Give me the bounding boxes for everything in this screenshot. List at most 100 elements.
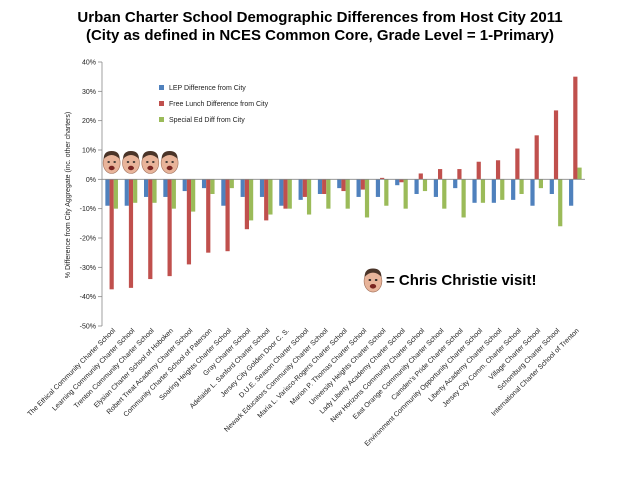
bar-special-ed — [287, 179, 292, 209]
chart-title: Urban Charter School Demographic Differe… — [77, 9, 563, 26]
y-axis-ticks: 40% 30% 20% 10% 0% -10% -20% -30% -40% -50% — [80, 60, 102, 331]
christie-face-icon — [363, 268, 383, 293]
bar-special-ed — [519, 179, 524, 194]
bar-special-ed — [422, 179, 428, 192]
bar-free-lunch — [302, 179, 307, 197]
bar-free-lunch — [128, 179, 134, 288]
bar-lep — [549, 179, 554, 194]
bar-lep — [163, 179, 168, 197]
bar-free-lunch — [206, 179, 211, 253]
bar-lep — [511, 179, 516, 200]
bar-lep — [530, 179, 535, 206]
bar-lep — [395, 179, 400, 186]
bar-free-lunch — [399, 179, 404, 183]
bar-free-lunch — [167, 179, 172, 277]
bar-special-ed — [249, 179, 254, 221]
chart-subtitle: (City as defined in NCES Common Core, Gr… — [85, 27, 555, 44]
bar-lep — [356, 179, 361, 197]
bar-special-ed — [191, 179, 196, 212]
y-tick-label: 20% — [82, 118, 96, 125]
legend: LEP Difference from City Free Lunch Diffe… — [159, 85, 269, 124]
bar-special-ed — [461, 179, 466, 218]
bar-special-ed — [345, 179, 350, 209]
y-tick-label: -30% — [80, 265, 96, 272]
bar-lep — [472, 179, 477, 203]
annotation-text: = Chris Christie visit! — [386, 272, 536, 289]
bar-free-lunch — [476, 161, 481, 180]
y-axis-label: % Difference from City Aggregate (inc. o… — [65, 112, 72, 278]
christie-face-icon — [102, 151, 121, 174]
bar-free-lunch — [418, 173, 423, 180]
annotation: = Chris Christie visit! — [386, 272, 536, 289]
bar-special-ed — [500, 179, 505, 200]
christie-face-icon — [141, 151, 160, 174]
bar-free-lunch — [109, 179, 114, 290]
bar-special-ed — [442, 179, 447, 209]
bar-free-lunch — [515, 148, 520, 180]
bar-lep — [317, 179, 323, 194]
legend-swatch — [159, 85, 164, 90]
bar-special-ed — [113, 179, 118, 209]
bar-free-lunch — [438, 169, 443, 180]
legend-label: Free Lunch Difference from City — [169, 101, 269, 108]
bar-lep — [105, 179, 110, 206]
y-tick-label: -50% — [80, 324, 96, 331]
bar-lep — [259, 179, 265, 197]
y-tick-label: 40% — [82, 60, 96, 67]
bar-lep — [375, 179, 381, 197]
y-tick-label: -40% — [80, 294, 96, 301]
bar-lep — [144, 179, 149, 197]
bar-special-ed — [171, 179, 176, 209]
y-tick-label: 0% — [86, 177, 96, 184]
bar-lep — [491, 179, 496, 203]
christie-face-icon — [160, 151, 179, 174]
bar-free-lunch — [380, 177, 385, 180]
y-tick-label: 10% — [82, 148, 96, 155]
bar-free-lunch — [148, 179, 153, 280]
bar-free-lunch — [341, 179, 346, 192]
bar-special-ed — [152, 179, 157, 203]
bar-lep — [279, 179, 284, 206]
bar-special-ed — [326, 179, 331, 209]
bar-free-lunch — [186, 179, 192, 265]
bar-special-ed — [403, 179, 408, 209]
bar-lep — [337, 179, 342, 189]
bar-free-lunch — [495, 160, 501, 180]
bar-lep — [240, 179, 245, 197]
christie-face-markers — [102, 151, 383, 293]
legend-swatch — [159, 101, 164, 106]
y-tick-label: 30% — [82, 89, 96, 96]
category-label: The Ethical Community Charter School — [27, 327, 118, 418]
bar-special-ed — [306, 179, 312, 215]
bar-lep — [453, 179, 458, 189]
bar-free-lunch — [360, 179, 365, 190]
bar-free-lunch — [553, 110, 559, 180]
bar-free-lunch — [322, 179, 327, 194]
bar-special-ed — [133, 179, 138, 203]
bar-special-ed — [384, 179, 389, 206]
bar-special-ed — [538, 179, 543, 189]
bar-free-lunch — [244, 179, 249, 230]
bar-lep — [201, 179, 207, 189]
legend-swatch — [159, 117, 164, 122]
bar-special-ed — [577, 167, 582, 180]
bar-special-ed — [268, 179, 273, 215]
y-tick-label: -10% — [80, 206, 96, 213]
bar-lep — [182, 179, 187, 192]
legend-label: Special Ed Diff from City — [169, 117, 245, 124]
bar-special-ed — [480, 179, 486, 203]
bar-free-lunch — [573, 76, 578, 180]
bar-lep — [221, 179, 226, 206]
bar-lep — [569, 179, 574, 206]
bar-free-lunch — [457, 169, 462, 180]
bar-free-lunch — [283, 179, 288, 209]
bar-lep — [414, 179, 419, 194]
bars — [105, 76, 582, 290]
bar-free-lunch — [225, 179, 230, 252]
bar-special-ed — [558, 179, 563, 227]
axes — [101, 62, 585, 326]
bar-lep — [433, 179, 438, 197]
bar-special-ed — [229, 179, 234, 189]
bar-lep — [124, 179, 129, 206]
